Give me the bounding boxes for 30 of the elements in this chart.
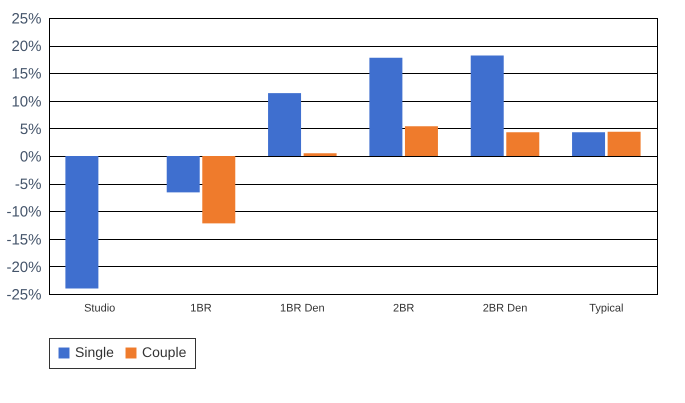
y-tick-label: -5% [14, 176, 42, 194]
y-tick-label: 5% [20, 120, 42, 138]
bar [304, 153, 337, 156]
bar [572, 132, 606, 156]
bar [202, 156, 236, 224]
x-tick-label: Studio [84, 302, 116, 314]
y-tick-label: 0% [20, 148, 42, 166]
y-tick-label: 15% [11, 66, 42, 83]
bar [369, 58, 402, 156]
y-tick-label: 10% [11, 93, 42, 110]
x-tick-label: 2BR [392, 302, 414, 314]
legend-label: Couple [142, 344, 187, 360]
x-tick-label: Typical [589, 302, 624, 314]
x-tick-label: 1BR [190, 302, 212, 314]
y-tick-label: -10% [6, 204, 42, 221]
y-tick-label: -15% [6, 231, 42, 248]
x-tick-label: 2BR Den [482, 302, 528, 314]
bar [470, 56, 504, 156]
y-tick-label: 20% [11, 38, 42, 56]
legend-label: Single [75, 344, 114, 360]
bar [608, 132, 641, 156]
y-tick-label: -25% [6, 286, 42, 304]
y-tick-label: 25% [11, 10, 42, 28]
bar [506, 132, 540, 156]
bar [65, 156, 98, 288]
x-tick-label: 1BR Den [280, 302, 325, 314]
bar [404, 126, 438, 156]
bar [268, 93, 302, 156]
y-tick-label: -20% [6, 258, 42, 276]
bar [166, 156, 200, 192]
